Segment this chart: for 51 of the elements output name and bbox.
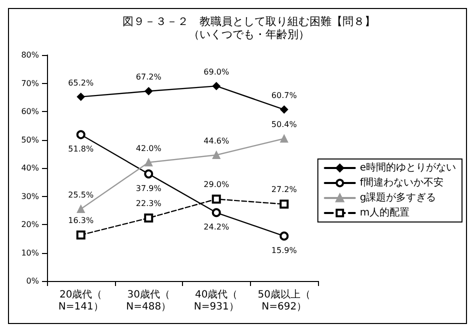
point (212, 151, 220, 160)
data-label: 22.3% (136, 199, 162, 208)
data-label: 25.5% (68, 190, 94, 200)
x-tick-label: 20歳代（N=141） (58, 288, 104, 312)
point (212, 82, 220, 90)
point (76, 92, 85, 101)
point (144, 169, 154, 178)
y-tick-label: 30% (21, 192, 40, 201)
x-tick-label: 30歳代（N=488） (126, 288, 172, 312)
data-label: 37.9% (136, 184, 162, 193)
point (76, 230, 86, 240)
data-label: 67.2% (136, 72, 162, 82)
y-tick-label: 70% (21, 78, 40, 88)
legend-label: g課題が多すぎる (360, 192, 436, 204)
data-label: 50.4% (271, 120, 298, 130)
point (280, 134, 288, 143)
legend-label: f間違わないか不安 (360, 176, 444, 188)
legend-label: e時間的ゆとりがない (360, 162, 456, 174)
point (280, 200, 289, 209)
y-tick-label: 10% (21, 248, 40, 258)
data-label: 27.2% (271, 185, 298, 194)
data-label: 65.2% (68, 78, 94, 88)
y-tick-label: 40% (21, 164, 40, 172)
y-tick-label: 60% (21, 107, 40, 116)
legend-label: m人的配置 (360, 206, 410, 218)
data-label: 16.3% (68, 216, 94, 225)
y-tick-label: 0% (26, 276, 40, 286)
data-label: 51.8% (68, 144, 94, 154)
data-label: 24.2% (204, 222, 230, 232)
chart-title: 図９－３－２ 教職員として取り組む困難【問８】 (122, 15, 376, 28)
point (76, 130, 86, 140)
point (212, 208, 221, 218)
point (144, 87, 153, 96)
data-label: 69.0% (204, 68, 230, 77)
point (212, 194, 221, 204)
point (280, 232, 289, 241)
y-tick-label: 80% (21, 50, 40, 60)
x-tick-label: 50歳以上（N=692） (258, 288, 310, 312)
data-label: 60.7% (271, 91, 298, 100)
x-tick-label: 40歳代（N=931） (194, 288, 239, 312)
data-label: 42.0% (136, 144, 162, 153)
point (76, 204, 85, 213)
point (280, 106, 288, 114)
point (144, 214, 154, 223)
y-tick-label: 20% (21, 220, 40, 229)
chart-subtitle: （いくつでも・年齢別） (188, 28, 310, 41)
point (144, 158, 153, 166)
data-label: 15.9% (271, 246, 298, 256)
y-tick-label: 50% (21, 135, 40, 144)
data-label: 44.6% (204, 136, 230, 146)
data-label: 29.0% (204, 180, 230, 190)
